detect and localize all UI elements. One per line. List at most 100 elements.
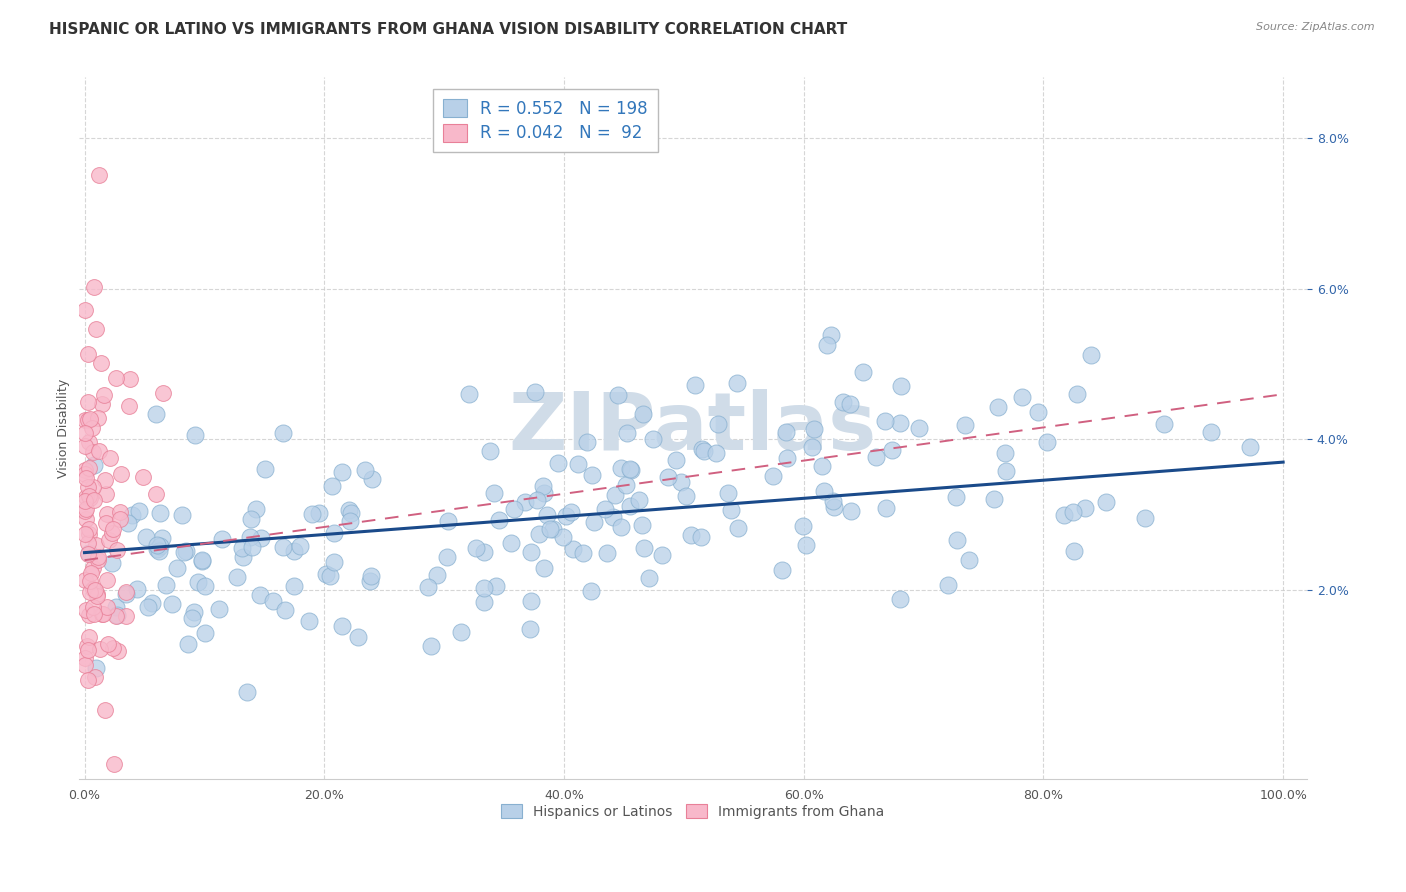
Point xyxy=(562,541,585,556)
Point xyxy=(105,608,128,623)
Point xyxy=(83,582,105,597)
Point xyxy=(87,169,110,183)
Point xyxy=(105,543,128,558)
Point xyxy=(75,413,97,427)
Point xyxy=(479,443,502,458)
Point xyxy=(240,512,263,526)
Point xyxy=(567,458,589,472)
Point xyxy=(208,602,231,616)
Point xyxy=(96,507,118,521)
Point xyxy=(91,607,114,621)
Point xyxy=(957,553,980,567)
Point xyxy=(86,590,108,604)
Point xyxy=(77,522,100,536)
Point xyxy=(945,490,967,504)
Point xyxy=(339,514,361,528)
Point xyxy=(96,487,118,501)
Point xyxy=(83,607,105,622)
Point xyxy=(360,569,382,583)
Point xyxy=(523,384,546,399)
Point xyxy=(75,502,97,516)
Point xyxy=(665,453,688,467)
Point xyxy=(987,401,1010,415)
Text: HISPANIC OR LATINO VS IMMIGRANTS FROM GHANA VISION DISABILITY CORRELATION CHART: HISPANIC OR LATINO VS IMMIGRANTS FROM GH… xyxy=(49,22,848,37)
Point xyxy=(437,514,460,528)
Point xyxy=(472,545,495,559)
Point xyxy=(77,347,100,361)
Point xyxy=(136,600,159,615)
Point xyxy=(815,338,838,352)
Point xyxy=(610,460,633,475)
Point xyxy=(298,614,321,628)
Point xyxy=(148,539,170,553)
Point xyxy=(77,546,100,560)
Point xyxy=(115,608,138,623)
Point xyxy=(141,595,163,609)
Point xyxy=(572,546,595,560)
Point xyxy=(82,582,104,596)
Point xyxy=(946,533,969,548)
Point xyxy=(541,522,564,536)
Point xyxy=(110,467,132,481)
Point xyxy=(675,489,697,503)
Point xyxy=(641,432,664,446)
Point xyxy=(761,468,783,483)
Point xyxy=(96,573,118,587)
Point xyxy=(1053,508,1076,522)
Point xyxy=(77,461,100,475)
Point xyxy=(839,397,862,411)
Point xyxy=(610,520,633,534)
Point xyxy=(118,399,141,413)
Point xyxy=(1080,348,1102,362)
Point xyxy=(184,428,207,442)
Point xyxy=(73,658,96,673)
Point xyxy=(249,532,271,546)
Point xyxy=(775,450,797,465)
Point xyxy=(679,528,702,542)
Point xyxy=(953,418,976,433)
Point xyxy=(472,595,495,609)
Point xyxy=(177,637,200,651)
Point xyxy=(283,579,305,593)
Point xyxy=(485,579,508,593)
Point xyxy=(605,488,627,502)
Point xyxy=(616,425,638,440)
Point xyxy=(183,605,205,619)
Point xyxy=(339,506,361,520)
Point xyxy=(983,492,1005,507)
Point xyxy=(1063,544,1085,558)
Point xyxy=(318,569,340,583)
Point xyxy=(551,530,574,544)
Point xyxy=(482,485,505,500)
Point xyxy=(249,588,271,602)
Point xyxy=(880,442,903,457)
Point xyxy=(73,463,96,477)
Point xyxy=(614,478,637,492)
Point xyxy=(79,412,101,426)
Point xyxy=(273,603,295,617)
Point xyxy=(538,522,561,536)
Point xyxy=(581,583,603,598)
Point xyxy=(110,512,132,526)
Point xyxy=(160,597,183,611)
Point xyxy=(128,504,150,518)
Point xyxy=(1201,425,1223,439)
Point xyxy=(97,637,120,651)
Point xyxy=(716,486,738,500)
Point xyxy=(77,489,100,503)
Point xyxy=(115,584,138,599)
Point xyxy=(87,443,110,458)
Point xyxy=(194,579,217,593)
Point xyxy=(450,625,472,640)
Point xyxy=(657,470,679,484)
Point xyxy=(79,585,101,599)
Point xyxy=(322,526,344,541)
Point xyxy=(813,483,835,498)
Point xyxy=(86,587,108,601)
Point xyxy=(631,407,654,421)
Point xyxy=(1066,387,1088,401)
Point xyxy=(110,505,132,519)
Point xyxy=(254,462,277,476)
Point xyxy=(620,463,643,477)
Point xyxy=(457,387,479,401)
